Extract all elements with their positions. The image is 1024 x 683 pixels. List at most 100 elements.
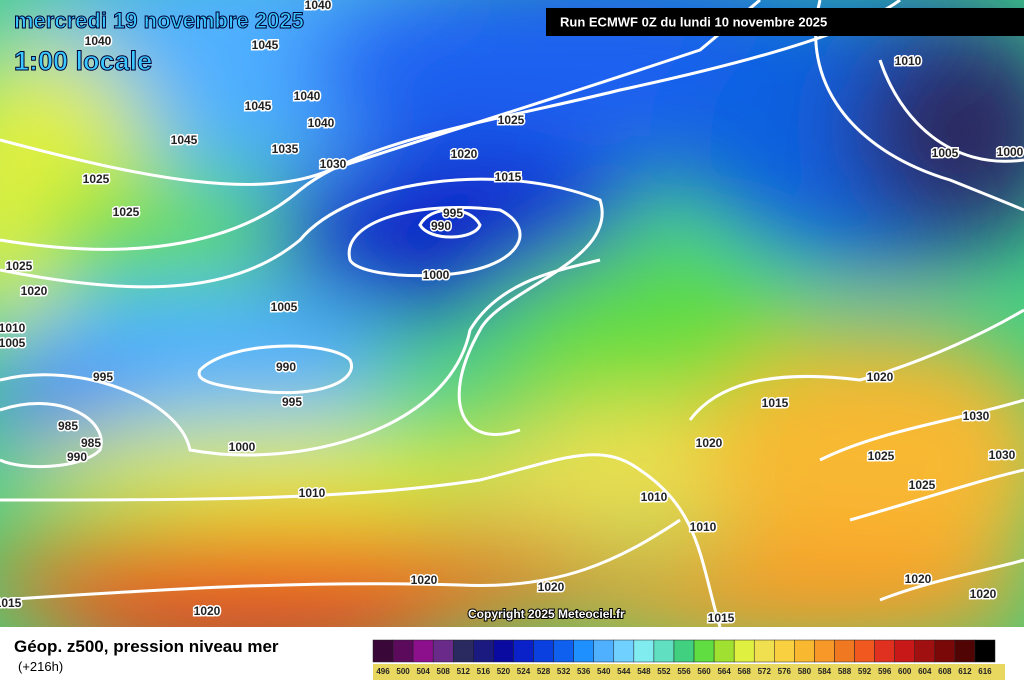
isobar-label: 1010 <box>690 520 717 534</box>
colorbar-swatch <box>372 639 394 663</box>
colorbar-label-strip <box>373 664 1005 680</box>
isobar-label: 1045 <box>245 99 272 113</box>
colorbar-label: 596 <box>878 667 892 676</box>
colorbar-label: 592 <box>858 667 872 676</box>
isobar-label: 985 <box>58 419 78 433</box>
colorbar-swatch <box>713 639 735 663</box>
forecast-time: 1:00 locale <box>14 46 152 76</box>
colorbar-label: 500 <box>396 667 410 676</box>
isobar-label: 1045 <box>171 133 198 147</box>
isobar-label: 995 <box>93 370 113 384</box>
colorbar-swatch <box>794 639 815 663</box>
isobar-label: 1015 <box>762 396 789 410</box>
colorbar-label: 604 <box>918 667 932 676</box>
isobar-label: 1005 <box>932 146 959 160</box>
isobar-label: 990 <box>67 450 87 464</box>
colorbar-swatch <box>974 639 996 663</box>
colorbar-label: 532 <box>557 667 571 676</box>
isobar-label: 1000 <box>423 268 450 282</box>
colorbar-swatch <box>392 639 414 663</box>
isobar-label: 1010 <box>299 486 326 500</box>
colorbar-swatch <box>753 639 775 663</box>
colorbar-label: 580 <box>798 667 812 676</box>
colorbar-label: 528 <box>537 667 551 676</box>
colorbar-label: 544 <box>617 667 631 676</box>
isobar-label: 1025 <box>113 205 140 219</box>
isobar-label: 1030 <box>320 157 347 171</box>
isobar-label: 1010 <box>895 54 922 68</box>
isobar-label: 1025 <box>6 259 33 273</box>
run-box <box>546 8 1024 36</box>
isobar-label: 990 <box>276 360 296 374</box>
isobar-label: 1040 <box>305 0 332 12</box>
colorbar-swatch <box>914 639 936 663</box>
isobar-label: 1015 <box>495 170 522 184</box>
isobar-label: 1040 <box>308 116 335 130</box>
colorbar-label: 568 <box>738 667 752 676</box>
isobar-label: 1020 <box>970 587 997 601</box>
colorbar-label: 572 <box>758 667 772 676</box>
colorbar-label: 612 <box>958 667 972 676</box>
colorbar-label: 608 <box>938 667 952 676</box>
colorbar-swatch <box>412 639 434 663</box>
isobar-label: 1025 <box>498 113 525 127</box>
colorbar-swatch <box>573 639 594 663</box>
colorbar-swatch <box>834 639 855 663</box>
colorbar-label: 584 <box>818 667 832 676</box>
isobar-label: 995 <box>282 395 302 409</box>
isobar-label: 1020 <box>194 604 221 618</box>
colorbar-label: 496 <box>376 667 390 676</box>
colorbar-swatch <box>633 639 655 663</box>
isobar-label: 1015 <box>708 611 735 625</box>
colorbar-swatch <box>774 639 795 663</box>
isobar-label: 1040 <box>294 89 321 103</box>
colorbar-label: 524 <box>517 667 531 676</box>
colorbar-swatch <box>693 639 715 663</box>
colorbar-label: 556 <box>677 667 691 676</box>
colorbar-label: 540 <box>597 667 611 676</box>
isobar-label: 1020 <box>867 370 894 384</box>
isobar-label: 995 <box>443 206 463 220</box>
colorbar-label: 560 <box>697 667 711 676</box>
isobar-label: 1000 <box>229 440 256 454</box>
colorbar-label: 548 <box>637 667 651 676</box>
colorbar-swatch <box>874 639 895 663</box>
forecast-date: mercredi 19 novembre 2025 <box>14 8 304 33</box>
colorbar-swatch <box>533 639 554 663</box>
colorbar-label: 576 <box>778 667 792 676</box>
isobar-label: 1015 <box>0 596 22 610</box>
colorbar-label: 504 <box>416 667 430 676</box>
isobar-label: 985 <box>81 436 101 450</box>
colorbar-label: 516 <box>477 667 491 676</box>
colorbar-swatch <box>854 639 875 663</box>
colorbar-swatch <box>493 639 514 663</box>
isobar-label: 1020 <box>21 284 48 298</box>
caption-title: Géop. z500, pression niveau mer <box>14 637 279 656</box>
isobar-lines <box>0 0 1024 627</box>
run-info: Run ECMWF 0Z du lundi 10 novembre 2025 <box>560 14 827 29</box>
isobar-label: 1030 <box>989 448 1016 462</box>
isobar-label: 1025 <box>909 478 936 492</box>
isobar-label: 1005 <box>271 300 298 314</box>
colorbar-swatch <box>553 639 574 663</box>
colorbar-swatch <box>814 639 835 663</box>
isobar-label: 1005 <box>0 336 26 350</box>
colorbar-swatch <box>653 639 675 663</box>
colorbar-swatch <box>954 639 976 663</box>
isobar-label: 1045 <box>252 38 279 52</box>
colorbar-swatch <box>894 639 915 663</box>
colorbar-label: 600 <box>898 667 912 676</box>
colorbar-label: 508 <box>437 667 451 676</box>
isobar-label: 1020 <box>411 573 438 587</box>
isobar-label: 1020 <box>451 147 478 161</box>
colorbar-swatch <box>673 639 695 663</box>
colorbar-swatch <box>432 639 454 663</box>
colorbar-label: 520 <box>497 667 511 676</box>
isobar-label: 1035 <box>272 142 299 156</box>
colorbar-swatch <box>473 639 494 663</box>
isobar-label: 1020 <box>905 572 932 586</box>
isobar-label: 990 <box>431 219 451 233</box>
isobar-label: 1000 <box>997 145 1024 159</box>
